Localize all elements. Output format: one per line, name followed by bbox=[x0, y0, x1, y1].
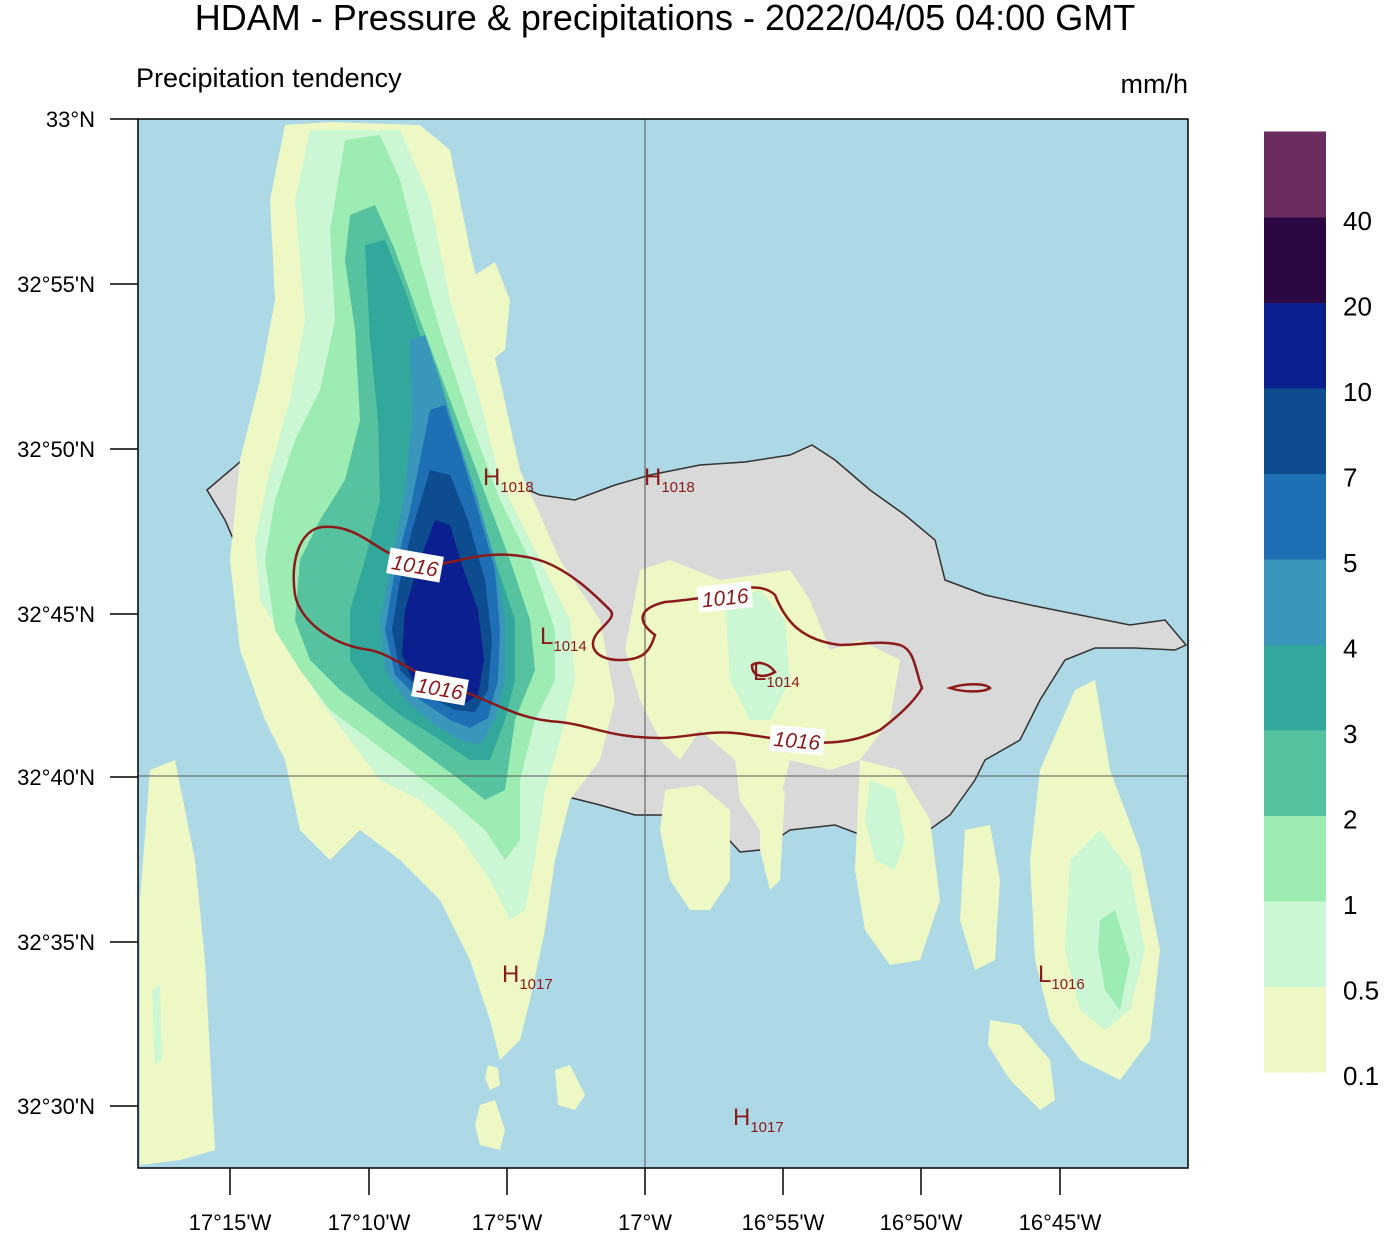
pressure-center: L1014 bbox=[753, 659, 800, 691]
isobars bbox=[292, 525, 992, 744]
isobar-label-2: 1016 bbox=[411, 670, 469, 706]
unit-label: mm/h bbox=[1121, 69, 1189, 99]
colorbar-label: 0.1 bbox=[1343, 1061, 1379, 1091]
plot-frame bbox=[137, 118, 1189, 1169]
colorbar-label: 5 bbox=[1343, 548, 1357, 578]
colorbar-segment bbox=[1264, 388, 1326, 474]
colorbar-segment bbox=[1264, 644, 1326, 731]
pressure-center: L1016 bbox=[1038, 961, 1085, 993]
isobar-1016 bbox=[292, 525, 924, 744]
precip-level-0.1 bbox=[485, 1065, 500, 1090]
precip-level-0.5 bbox=[865, 780, 905, 870]
map-subtitle: Precipitation tendency bbox=[136, 63, 402, 93]
colorbar-label: 7 bbox=[1343, 463, 1357, 493]
lat-label: 33°N bbox=[46, 107, 95, 132]
precip-level-0.1 bbox=[475, 262, 510, 365]
pressure-center: H1018 bbox=[483, 464, 534, 496]
pressure-center: H1018 bbox=[644, 464, 695, 496]
precip-level-0.1 bbox=[960, 825, 1000, 970]
precip-level-0.1 bbox=[660, 785, 730, 910]
isobar-label-4: 1016 bbox=[768, 724, 826, 756]
colorbar-label: 2 bbox=[1343, 805, 1357, 835]
isobar-small bbox=[946, 683, 992, 693]
precip-level-0.5 bbox=[152, 985, 162, 1065]
isobar-1014 bbox=[750, 661, 777, 678]
pressure-center: H1017 bbox=[733, 1104, 784, 1136]
lon-label: 17°5'W bbox=[472, 1210, 543, 1234]
lat-label: 32°30'N bbox=[17, 1094, 95, 1119]
colorbar-segment bbox=[1264, 302, 1326, 389]
precip-level-1 bbox=[1098, 910, 1130, 1010]
lat-label: 32°50'N bbox=[17, 437, 95, 462]
svg-text:L1014: L1014 bbox=[540, 623, 587, 655]
colorbar-segment bbox=[1264, 815, 1326, 902]
lat-label: 32°35'N bbox=[17, 930, 95, 955]
colorbar-segment bbox=[1264, 730, 1326, 816]
colorbar-label: 10 bbox=[1343, 377, 1372, 407]
lon-label: 17°15'W bbox=[189, 1210, 272, 1234]
precip-level-0.5 bbox=[725, 590, 790, 720]
lon-label: 16°50'W bbox=[880, 1210, 963, 1234]
colorbar-segment bbox=[1264, 559, 1326, 645]
lat-axis: 33°N 32°55'N 32°50'N 32°45'N 32°40'N 32°… bbox=[17, 107, 138, 1119]
lon-axis: 17°15'W 17°10'W 17°5'W 17°W 16°55'W 16°5… bbox=[189, 1168, 1102, 1234]
lon-label: 16°55'W bbox=[742, 1210, 825, 1234]
lat-label: 32°45'N bbox=[17, 602, 95, 627]
colorbar-segment bbox=[1264, 901, 1326, 987]
pressure-center: H1017 bbox=[502, 961, 553, 993]
svg-text:H1018: H1018 bbox=[483, 464, 534, 496]
colorbar-label: 1 bbox=[1343, 890, 1357, 920]
svg-text:H1017: H1017 bbox=[502, 961, 553, 993]
svg-text:L1016: L1016 bbox=[1038, 961, 1085, 993]
colorbar-label: 40 bbox=[1343, 206, 1372, 236]
colorbar-segment bbox=[1264, 473, 1326, 560]
svg-text:H1017: H1017 bbox=[733, 1104, 784, 1136]
precip-level-0.1 bbox=[475, 1100, 505, 1150]
map-title: HDAM - Pressure & precipitations - 2022/… bbox=[195, 0, 1135, 38]
lon-label: 17°10'W bbox=[328, 1210, 411, 1234]
colorbar: 0.1 0.5 1 2 3 4 5 7 10 20 40 bbox=[1264, 131, 1379, 1091]
precip-level-0.1 bbox=[988, 1020, 1055, 1110]
svg-text:1016: 1016 bbox=[773, 728, 822, 755]
lon-label: 17°W bbox=[618, 1210, 672, 1234]
pressure-center: L1014 bbox=[540, 623, 587, 655]
precip-contours bbox=[140, 122, 1160, 1165]
isobar-label-3: 1016 bbox=[696, 581, 754, 613]
precip-level-0.1 bbox=[555, 1065, 585, 1110]
isobar-label-1: 1016 bbox=[386, 547, 444, 583]
colorbar-segment bbox=[1264, 986, 1326, 1073]
colorbar-label: 4 bbox=[1343, 634, 1357, 664]
map-plot: 1016 1016 1016 1016 H1018 H1018 L1014 L1… bbox=[138, 119, 1188, 1168]
svg-text:1016: 1016 bbox=[701, 585, 750, 613]
colorbar-label: 0.5 bbox=[1343, 976, 1379, 1006]
lat-label: 32°55'N bbox=[17, 272, 95, 297]
precip-level-0.1 bbox=[760, 790, 785, 890]
svg-text:L1014: L1014 bbox=[753, 659, 800, 691]
svg-text:H1018: H1018 bbox=[644, 464, 695, 496]
lon-label: 16°45'W bbox=[1019, 1210, 1102, 1234]
colorbar-label: 20 bbox=[1343, 292, 1372, 322]
precip-level-0.1 bbox=[140, 760, 215, 1165]
colorbar-label: 3 bbox=[1343, 719, 1357, 749]
colorbar-segment bbox=[1264, 217, 1326, 303]
lat-label: 32°40'N bbox=[17, 765, 95, 790]
colorbar-segment bbox=[1264, 131, 1326, 218]
